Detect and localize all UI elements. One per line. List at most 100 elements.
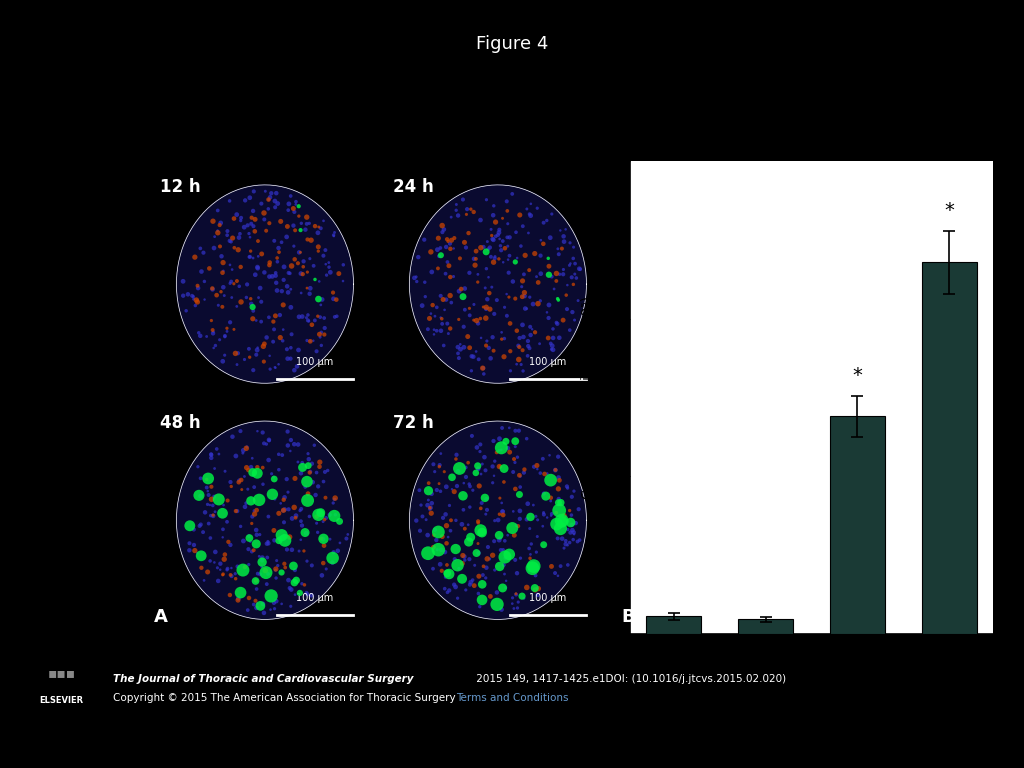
Point	[262, 604, 279, 616]
Point	[231, 280, 248, 293]
Point	[560, 524, 577, 536]
Point	[312, 222, 329, 234]
Text: 100 μm: 100 μm	[529, 593, 566, 603]
Point	[570, 503, 587, 515]
Polygon shape	[410, 185, 587, 383]
Point	[249, 583, 265, 595]
Point	[220, 536, 237, 548]
Point	[326, 546, 342, 558]
Point	[234, 564, 251, 576]
Point	[466, 206, 482, 218]
Point	[437, 508, 454, 521]
Point	[475, 301, 492, 313]
Point	[286, 560, 302, 572]
Point	[443, 234, 460, 247]
Point	[441, 237, 458, 250]
Point	[557, 223, 573, 236]
Point	[525, 499, 542, 511]
Point	[447, 515, 464, 527]
Point	[470, 460, 486, 472]
Point	[332, 537, 348, 549]
Point	[481, 241, 498, 253]
Point	[312, 311, 329, 323]
Point	[205, 510, 221, 522]
Point	[507, 456, 523, 468]
Point	[435, 511, 452, 524]
Point	[255, 462, 271, 474]
Point	[247, 269, 263, 281]
Point	[461, 302, 477, 314]
Text: 72 h: 72 h	[393, 414, 434, 432]
Point	[279, 544, 295, 556]
Point	[224, 431, 241, 443]
Point	[548, 275, 564, 287]
Point	[279, 343, 295, 356]
Point	[468, 346, 484, 358]
Point	[423, 502, 439, 514]
Point	[301, 453, 317, 465]
Point	[292, 505, 308, 517]
Point	[255, 426, 271, 439]
Point	[326, 230, 342, 242]
Point	[555, 314, 571, 326]
Text: Terms and Conditions: Terms and Conditions	[456, 693, 568, 703]
Point	[474, 362, 490, 374]
Point	[443, 483, 460, 495]
Point	[293, 534, 309, 546]
Point	[497, 535, 513, 547]
Text: 100 μm: 100 μm	[296, 357, 334, 367]
Point	[465, 350, 481, 362]
Point	[226, 213, 243, 225]
Point	[327, 493, 343, 505]
Point	[217, 330, 233, 343]
Point	[486, 308, 503, 320]
Point	[263, 590, 280, 602]
Point	[267, 201, 284, 214]
Text: ELSEVIER: ELSEVIER	[39, 697, 84, 705]
Point	[410, 251, 426, 263]
Point	[529, 202, 546, 214]
Point	[267, 310, 284, 322]
Point	[216, 290, 232, 302]
Point	[299, 588, 315, 601]
Point	[559, 480, 575, 492]
Point	[479, 293, 496, 306]
Point	[536, 217, 552, 229]
Point	[215, 568, 231, 581]
Point	[241, 464, 257, 476]
Point	[178, 305, 195, 317]
Point	[477, 464, 494, 476]
Point	[413, 499, 429, 511]
Point	[241, 343, 257, 355]
Point	[268, 595, 285, 607]
Point	[236, 535, 252, 547]
Point	[328, 293, 344, 306]
Point	[455, 194, 471, 206]
Point	[550, 472, 566, 484]
Point	[496, 476, 512, 488]
Point	[252, 528, 268, 541]
Point	[427, 524, 443, 536]
Point	[492, 561, 508, 573]
Point	[559, 303, 575, 315]
Point	[219, 562, 236, 574]
Point	[273, 566, 290, 578]
Point	[215, 257, 231, 269]
Point	[477, 572, 494, 584]
Point	[256, 356, 272, 368]
Point	[304, 319, 321, 331]
Point	[237, 353, 253, 366]
Point	[205, 326, 221, 338]
Point	[292, 587, 308, 599]
Point	[551, 332, 567, 344]
Point	[260, 538, 276, 550]
Point	[313, 326, 330, 339]
Point	[505, 505, 521, 518]
X-axis label: Time (h): Time (h)	[779, 664, 844, 680]
Point	[554, 243, 570, 255]
Point	[482, 250, 499, 263]
Point	[266, 235, 283, 247]
Point	[532, 267, 549, 280]
Point	[527, 584, 544, 596]
Point	[488, 598, 505, 611]
